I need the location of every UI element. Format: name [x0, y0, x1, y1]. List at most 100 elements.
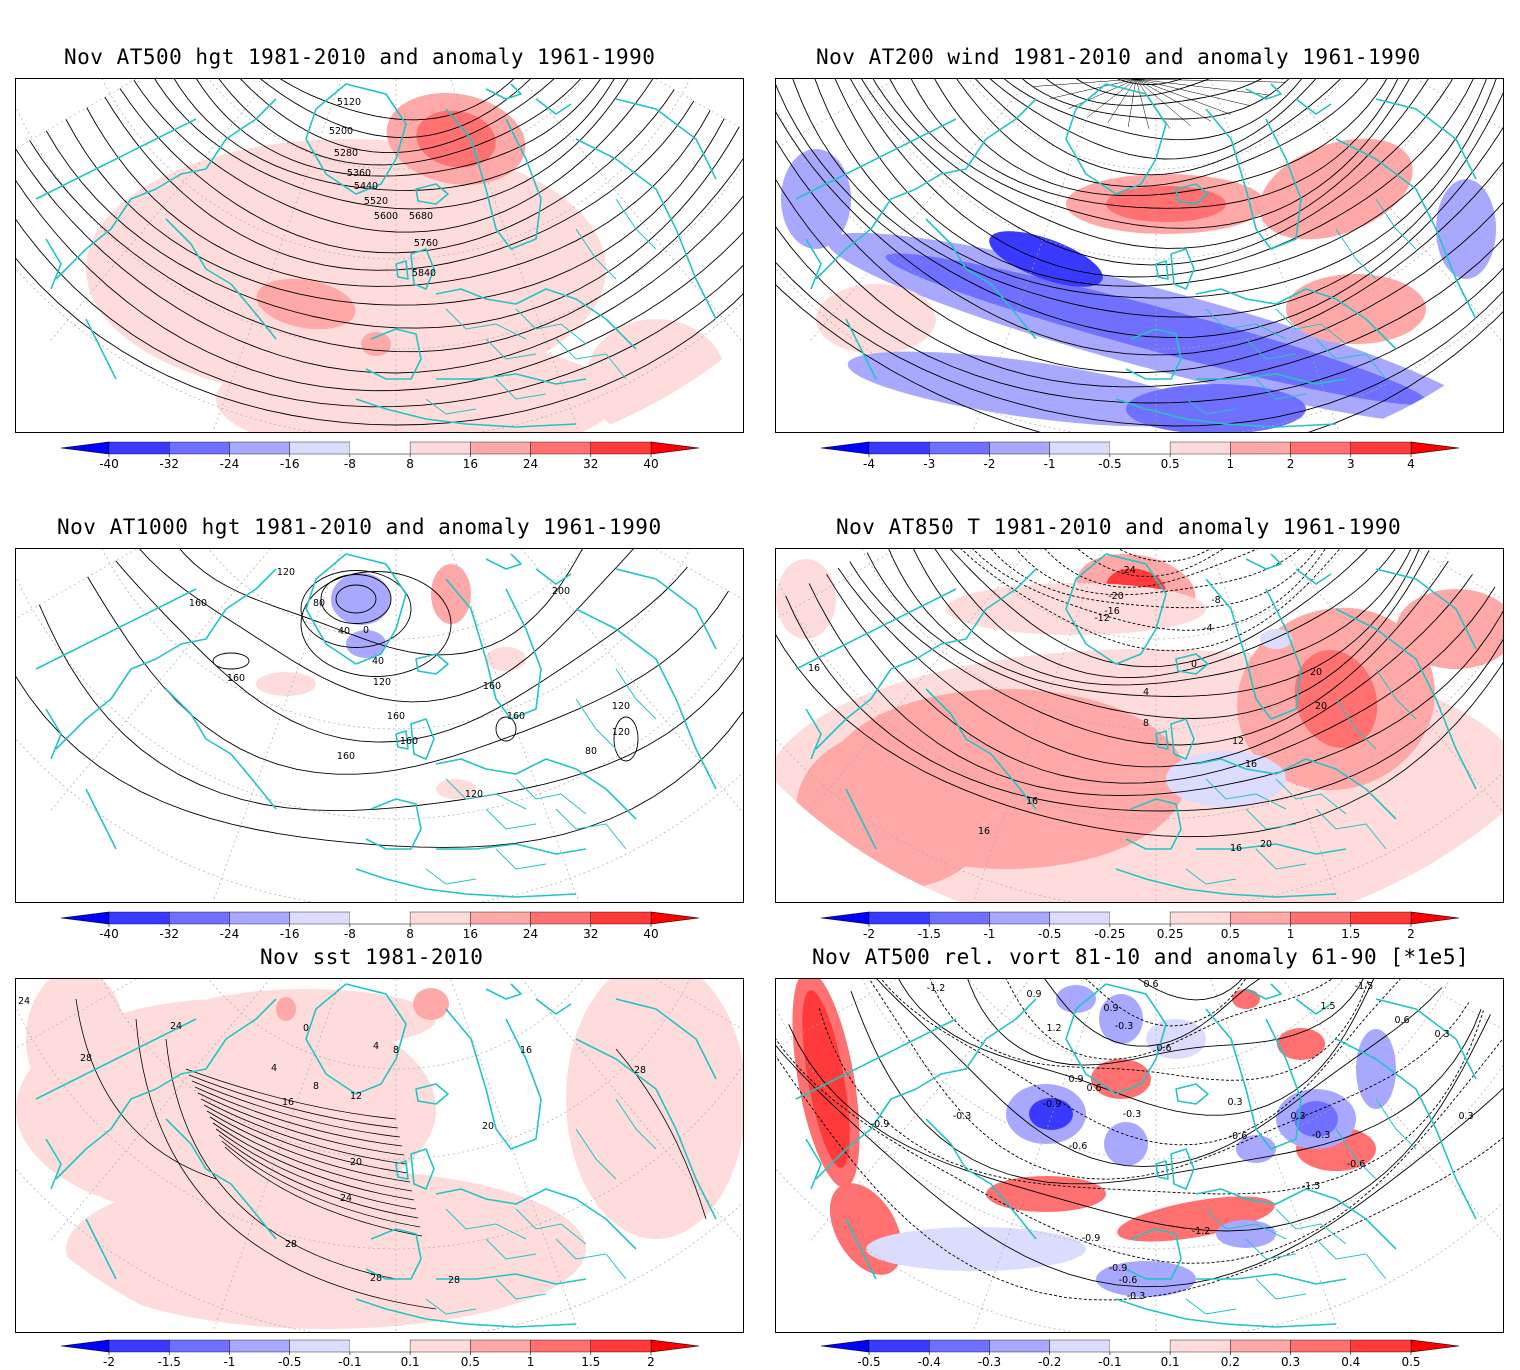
- coastline-path: [355, 1298, 577, 1328]
- coastline-path: [1196, 1273, 1347, 1285]
- latitude-line: [16, 738, 743, 902]
- contour-label: 0.3: [1458, 1111, 1473, 1122]
- coastline-path: [305, 983, 407, 1095]
- wind-streamline: [1127, 79, 1137, 128]
- coastline-path: [1205, 108, 1302, 250]
- contour-label: 8: [393, 1045, 399, 1056]
- coastline-path: [165, 1118, 277, 1240]
- border-path: [425, 398, 477, 415]
- wind-streamline: [1087, 79, 1137, 118]
- coastline-path: [365, 798, 422, 850]
- pole-radials: [1032, 79, 1285, 129]
- colorbar-tick-label: -0.25: [1094, 927, 1125, 941]
- colorbar-tick-label: 40: [643, 457, 658, 471]
- coastline-path: [415, 653, 449, 675]
- domain-mask: [16, 549, 743, 902]
- colorbar-arrow-right: [1410, 1339, 1460, 1353]
- map-frame: 5120 5200 5280 5360 5440 5520 5600 5680 5760 5840: [15, 78, 744, 433]
- contour-line: [212, 1122, 415, 1201]
- coastline-path: [795, 1018, 957, 1100]
- contour-label: 160: [483, 681, 501, 692]
- contour-line: [38, 604, 743, 812]
- border-path: [495, 378, 547, 400]
- contour-line: [613, 716, 639, 762]
- contour-line: [776, 140, 1503, 373]
- contour-line: [776, 634, 1503, 838]
- contour-label: 120: [277, 567, 295, 578]
- contour-label: 80: [313, 598, 325, 609]
- contour-line: [967, 979, 1364, 1066]
- coastline-path: [1295, 98, 1332, 115]
- coastline-path: [445, 1008, 542, 1150]
- wind-streamline: [1135, 79, 1285, 83]
- contour-line: [133, 79, 654, 233]
- contour-label: 16: [1026, 796, 1038, 807]
- coastline-path: [1335, 608, 1477, 790]
- contour-line: [215, 1128, 417, 1210]
- latitude-line: [16, 1006, 743, 1250]
- contour-line: [300, 571, 452, 677]
- contour-label: 0.9: [1103, 1003, 1118, 1014]
- coastline-path: [1125, 328, 1182, 380]
- anomaly-shade: [847, 351, 1205, 427]
- contour-label: 160: [337, 751, 355, 762]
- contour-line: [16, 148, 743, 374]
- coastline-path: [1175, 183, 1209, 205]
- coastline-path: [535, 568, 572, 585]
- colorbar-box: [229, 1339, 290, 1353]
- colorbar-arrow-left: [820, 1339, 870, 1353]
- anomaly-shade: [989, 231, 1103, 287]
- contour-label: 16: [520, 1045, 532, 1056]
- coastline-path: [1065, 83, 1167, 195]
- coastline-path: [1196, 843, 1347, 855]
- colorbar-tick-label: -2: [103, 1355, 115, 1369]
- contour-label: 0: [363, 625, 369, 636]
- coastline-path: [1170, 718, 1195, 760]
- contour-line: [950, 549, 1368, 668]
- contour-label: 160: [400, 736, 418, 747]
- contour-labels: 24 24 28 0 4 4 8 12 16 20 20 24 28 28 28 28 16 8: [18, 996, 646, 1286]
- colorbar-box: [1290, 1339, 1351, 1353]
- colorbar-box: [1049, 1339, 1111, 1353]
- contour-line: [87, 576, 729, 775]
- coastline-path: [395, 1160, 409, 1180]
- contour-label: -0.6: [1229, 1131, 1248, 1142]
- contour-label: 160: [507, 711, 525, 722]
- coastline-path: [436, 1273, 587, 1285]
- coastline-path: [1245, 983, 1282, 1000]
- border-path: [495, 1278, 547, 1300]
- coastline-path: [1195, 288, 1397, 350]
- contour-group: [16, 549, 743, 848]
- border-path: [1275, 778, 1347, 815]
- coastline-path: [1295, 998, 1332, 1015]
- contour-line: [1137, 979, 1243, 1001]
- domain-mask: [776, 549, 1503, 902]
- contour-line: [154, 79, 629, 210]
- border-path: [515, 308, 587, 345]
- contour-line: [206, 1110, 411, 1183]
- contour-label: -1.2: [927, 983, 946, 994]
- contour-line: [194, 1086, 403, 1147]
- colorbar-box: [1169, 441, 1231, 455]
- colorbar-p3: -40 -32 -24 -16 -8 8 16 24 32 40: [60, 911, 700, 941]
- contour-label: 20: [1310, 667, 1322, 678]
- contour-line: [495, 716, 517, 742]
- colorbar-box: [470, 1339, 531, 1353]
- contour-label: 28: [634, 1065, 646, 1076]
- colorbar-tick-label: -0.1: [1098, 1355, 1121, 1369]
- border-path: [1185, 868, 1237, 885]
- coastline-path: [1335, 138, 1477, 320]
- latitude-line: [776, 106, 1503, 350]
- coastline-path: [845, 318, 877, 380]
- contour-label: 5360: [347, 168, 371, 179]
- latitude-line: [776, 1006, 1503, 1250]
- contour-label: 28: [370, 1273, 382, 1284]
- coastline-path: [445, 578, 542, 720]
- coastline-path: [575, 138, 717, 320]
- colorbar-tick-label: -0.3: [978, 1355, 1001, 1369]
- coastline-path: [55, 98, 277, 280]
- contour-label: 5520: [364, 196, 388, 207]
- colorbar-p1: -40 -32 -24 -16 -8 8 16 24 32 40: [60, 441, 700, 471]
- colorbar-tick-label: 0.5: [1221, 927, 1240, 941]
- latitude-line: [861, 79, 1451, 260]
